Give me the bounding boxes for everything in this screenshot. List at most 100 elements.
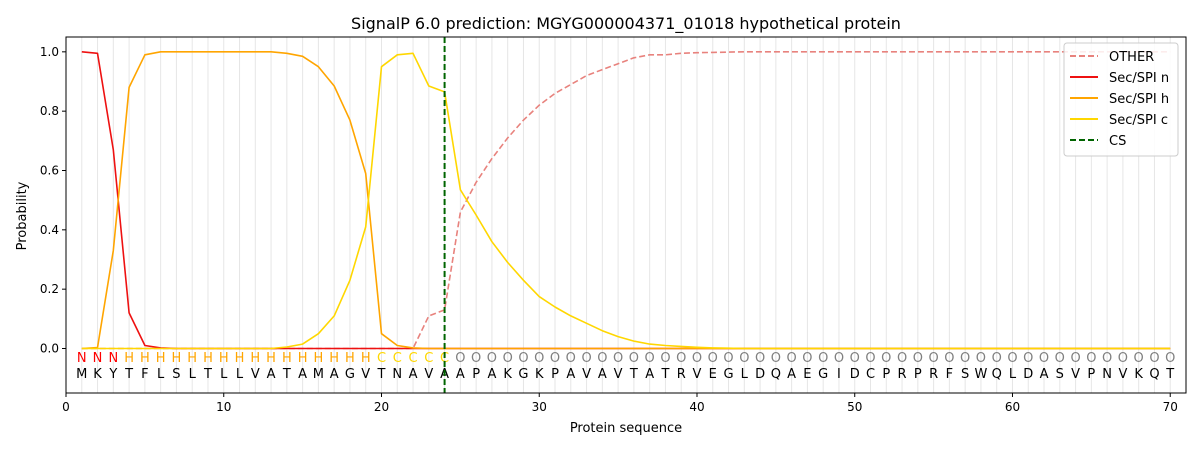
plot-frame xyxy=(65,36,1187,394)
region-label: H xyxy=(345,351,355,366)
region-label: O xyxy=(645,351,655,366)
residue-label: E xyxy=(803,367,811,382)
residue-label: D xyxy=(1023,367,1033,382)
residue-label: V xyxy=(361,367,370,382)
series-line-sec-spi-h xyxy=(81,50,1171,350)
region-label: H xyxy=(187,351,197,366)
region-label: H xyxy=(298,351,308,366)
residue-label: T xyxy=(660,367,669,382)
region-label: O xyxy=(455,351,465,366)
residue-label: L xyxy=(157,367,165,382)
region-label: H xyxy=(203,351,213,366)
region-label: O xyxy=(597,351,607,366)
region-label: O xyxy=(818,351,828,366)
x-tick-label: 60 xyxy=(1005,400,1020,414)
region-label: O xyxy=(913,351,923,366)
region-label: O xyxy=(723,351,733,366)
y-tick-label: 0.4 xyxy=(40,223,59,237)
residue-label: V xyxy=(614,367,623,382)
region-label: H xyxy=(219,351,229,366)
residue-label: G xyxy=(723,367,733,382)
region-label: O xyxy=(503,351,513,366)
residue-label: K xyxy=(1134,367,1143,382)
region-label: H xyxy=(282,351,292,366)
residue-label: A xyxy=(645,367,654,382)
residue-label: P xyxy=(1087,367,1095,382)
region-label: N xyxy=(77,351,87,366)
residue-label: S xyxy=(961,367,969,382)
residue-label: G xyxy=(345,367,355,382)
residue-label: G xyxy=(818,367,828,382)
residue-label: N xyxy=(392,367,402,382)
grid-layer xyxy=(81,37,1171,393)
region-label: O xyxy=(771,351,781,366)
residue-label: K xyxy=(535,367,544,382)
region-label: H xyxy=(266,351,276,366)
region-label: O xyxy=(1055,351,1065,366)
region-label: C xyxy=(440,351,449,366)
y-tick-label: 1.0 xyxy=(40,45,59,59)
residue-label: P xyxy=(472,367,480,382)
residue-label: G xyxy=(518,367,528,382)
region-label: O xyxy=(755,351,765,366)
region-label: O xyxy=(1165,351,1175,366)
x-tick-label: 70 xyxy=(1163,400,1178,414)
residue-label: A xyxy=(456,367,465,382)
residue-label: V xyxy=(251,367,260,382)
residue-label: K xyxy=(93,367,102,382)
residue-label: S xyxy=(1056,367,1064,382)
residue-label: T xyxy=(377,367,386,382)
region-label: O xyxy=(487,351,497,366)
residue-label: R xyxy=(898,367,907,382)
residue-label: D xyxy=(850,367,860,382)
legend-entry-label: Sec/SPI n xyxy=(1109,71,1169,86)
residue-label: M xyxy=(313,367,324,382)
region-label: O xyxy=(660,351,670,366)
region-label: O xyxy=(928,351,938,366)
region-label: O xyxy=(850,351,860,366)
residue-label: P xyxy=(882,367,890,382)
series-line-other xyxy=(81,50,1171,350)
region-label: O xyxy=(787,351,797,366)
residue-label: R xyxy=(929,367,938,382)
y-tick-label: 0.8 xyxy=(40,104,59,118)
residue-label: I xyxy=(837,367,841,382)
residue-label: L xyxy=(741,367,749,382)
region-label: O xyxy=(1086,351,1096,366)
region-label: O xyxy=(1102,351,1112,366)
residue-label: T xyxy=(203,367,212,382)
y-axis-label: Probability xyxy=(15,181,30,250)
region-label: O xyxy=(960,351,970,366)
region-label: O xyxy=(897,351,907,366)
y-tick-label: 0.6 xyxy=(40,164,59,178)
region-label: H xyxy=(250,351,260,366)
legend-entry-label: Sec/SPI h xyxy=(1109,92,1169,107)
region-label: C xyxy=(409,351,418,366)
x-tick-label: 20 xyxy=(374,400,389,414)
region-label: O xyxy=(944,351,954,366)
residue-label: N xyxy=(1102,367,1112,382)
region-label: C xyxy=(393,351,402,366)
residue-label: L xyxy=(189,367,197,382)
region-label: H xyxy=(329,351,339,366)
region-label: O xyxy=(881,351,891,366)
residue-label: Q xyxy=(992,367,1002,382)
region-label: O xyxy=(1039,351,1049,366)
region-label: O xyxy=(692,351,702,366)
region-label: O xyxy=(550,351,560,366)
region-label: N xyxy=(93,351,103,366)
residue-label: M xyxy=(76,367,87,382)
sequence-labels: MKYTFLSLTLLVATAMAGVTNAVAAPAKGKPAVAVTATRV… xyxy=(76,367,1174,382)
region-label: N xyxy=(108,351,118,366)
residue-label: E xyxy=(709,367,717,382)
residue-label: T xyxy=(629,367,638,382)
residue-label: T xyxy=(282,367,291,382)
residue-label: R xyxy=(677,367,686,382)
residue-label: V xyxy=(693,367,702,382)
series-lines xyxy=(81,50,1171,350)
chart-title: SignalP 6.0 prediction: MGYG000004371_01… xyxy=(351,14,901,34)
region-label: O xyxy=(1023,351,1033,366)
region-label: O xyxy=(518,351,528,366)
